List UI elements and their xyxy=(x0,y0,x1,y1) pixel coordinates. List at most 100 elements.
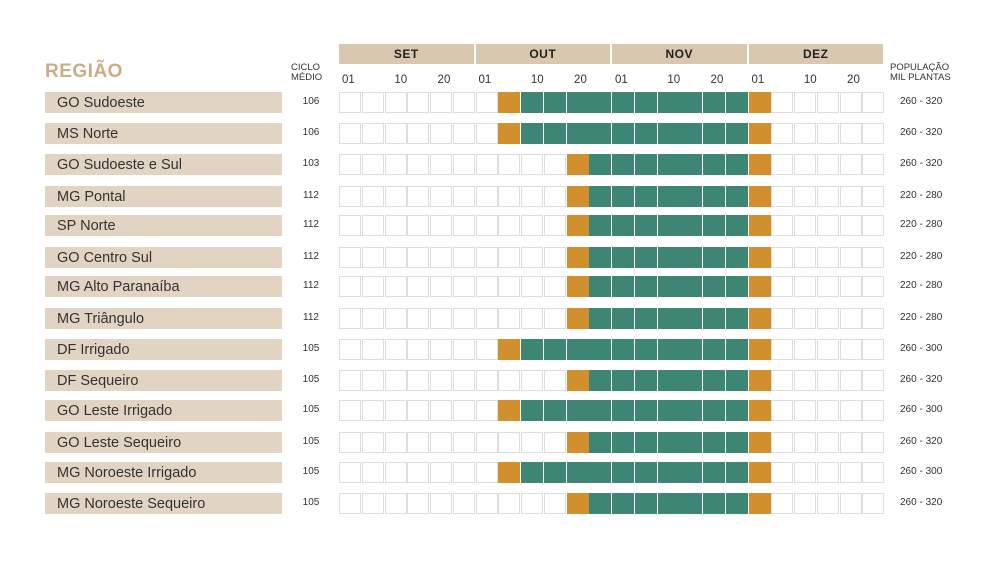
empty-cell xyxy=(839,400,862,421)
empty-cell xyxy=(339,308,361,329)
empty-cell xyxy=(862,432,885,453)
empty-cell xyxy=(452,186,475,207)
empty-cell xyxy=(430,308,452,329)
growth-period-cell xyxy=(725,215,748,236)
empty-cell xyxy=(839,432,862,453)
month-header-nov: NOV xyxy=(612,44,747,64)
empty-cell xyxy=(862,493,885,514)
empty-cell xyxy=(794,154,816,175)
empty-cell xyxy=(521,308,543,329)
populacao-value: 260 - 320 xyxy=(900,374,943,385)
growth-period-cell xyxy=(680,92,703,113)
empty-cell xyxy=(407,400,430,421)
empty-cell xyxy=(475,432,498,453)
planting-window-cell xyxy=(748,276,771,297)
empty-cell xyxy=(862,123,885,144)
growth-period-cell xyxy=(725,493,748,514)
empty-cell xyxy=(794,123,816,144)
empty-cell xyxy=(794,215,816,236)
growth-period-cell xyxy=(612,92,634,113)
growth-period-cell xyxy=(680,276,703,297)
empty-cell xyxy=(543,276,566,297)
empty-cell xyxy=(498,215,521,236)
planting-window-cell xyxy=(566,186,589,207)
empty-cell xyxy=(862,186,885,207)
region-label: GO Sudoeste e Sul xyxy=(45,154,282,175)
ciclo-value: 112 xyxy=(303,251,319,262)
growth-period-cell xyxy=(703,493,725,514)
ciclo-value: 105 xyxy=(302,343,320,354)
empty-cell xyxy=(339,215,361,236)
empty-cell xyxy=(771,308,794,329)
populacao-header: POPULAÇÃO MIL PLANTAS xyxy=(890,63,951,83)
growth-period-cell xyxy=(589,493,612,514)
empty-cell xyxy=(794,432,816,453)
empty-cell xyxy=(407,493,430,514)
growth-period-cell xyxy=(589,186,612,207)
populacao-value: 260 - 320 xyxy=(900,436,943,447)
empty-cell xyxy=(407,432,430,453)
ciclo-value: 112 xyxy=(303,280,319,291)
empty-cell xyxy=(816,215,839,236)
growth-period-cell xyxy=(657,432,680,453)
empty-cell xyxy=(839,154,862,175)
empty-cell xyxy=(771,462,794,483)
empty-cell xyxy=(452,247,475,268)
empty-cell xyxy=(816,247,839,268)
empty-cell xyxy=(794,276,816,297)
empty-cell xyxy=(384,276,407,297)
tick-label: 01 xyxy=(478,74,492,86)
empty-cell xyxy=(521,215,543,236)
planting-window-cell xyxy=(748,123,771,144)
growth-period-cell xyxy=(634,92,657,113)
empty-cell xyxy=(816,308,839,329)
growth-period-cell xyxy=(703,339,725,360)
empty-cell xyxy=(361,123,384,144)
empty-cell xyxy=(543,247,566,268)
planting-window-cell xyxy=(748,215,771,236)
growth-period-cell xyxy=(566,339,589,360)
planting-window-cell xyxy=(748,339,771,360)
growth-period-cell xyxy=(680,308,703,329)
growth-period-cell xyxy=(589,154,612,175)
empty-cell xyxy=(475,400,498,421)
growth-period-cell xyxy=(703,123,725,144)
empty-cell xyxy=(839,123,862,144)
empty-cell xyxy=(839,339,862,360)
empty-cell xyxy=(771,123,794,144)
growth-period-cell xyxy=(725,432,748,453)
empty-cell xyxy=(407,186,430,207)
empty-cell xyxy=(816,276,839,297)
empty-cell xyxy=(339,123,361,144)
empty-cell xyxy=(384,308,407,329)
empty-cell xyxy=(521,247,543,268)
empty-cell xyxy=(816,339,839,360)
empty-cell xyxy=(771,339,794,360)
growth-period-cell xyxy=(589,215,612,236)
planting-window-cell xyxy=(748,432,771,453)
empty-cell xyxy=(862,370,885,391)
growth-period-cell xyxy=(725,247,748,268)
empty-cell xyxy=(361,462,384,483)
growth-period-cell xyxy=(680,247,703,268)
empty-cell xyxy=(771,370,794,391)
empty-cell xyxy=(384,123,407,144)
growth-period-cell xyxy=(725,92,748,113)
growth-period-cell xyxy=(657,247,680,268)
region-label: GO Sudoeste xyxy=(45,92,282,113)
growth-period-cell xyxy=(634,462,657,483)
empty-cell xyxy=(475,92,498,113)
empty-cell xyxy=(452,154,475,175)
growth-period-cell xyxy=(543,123,566,144)
tick-label: 20 xyxy=(847,74,860,86)
empty-cell xyxy=(794,400,816,421)
empty-cell xyxy=(361,370,384,391)
empty-cell xyxy=(475,276,498,297)
empty-cell xyxy=(794,339,816,360)
empty-cell xyxy=(407,123,430,144)
empty-cell xyxy=(361,493,384,514)
empty-cell xyxy=(361,432,384,453)
ciclo-value: 106 xyxy=(302,96,320,107)
populacao-header-line1: POPULAÇÃO xyxy=(890,62,950,73)
growth-period-cell xyxy=(680,123,703,144)
